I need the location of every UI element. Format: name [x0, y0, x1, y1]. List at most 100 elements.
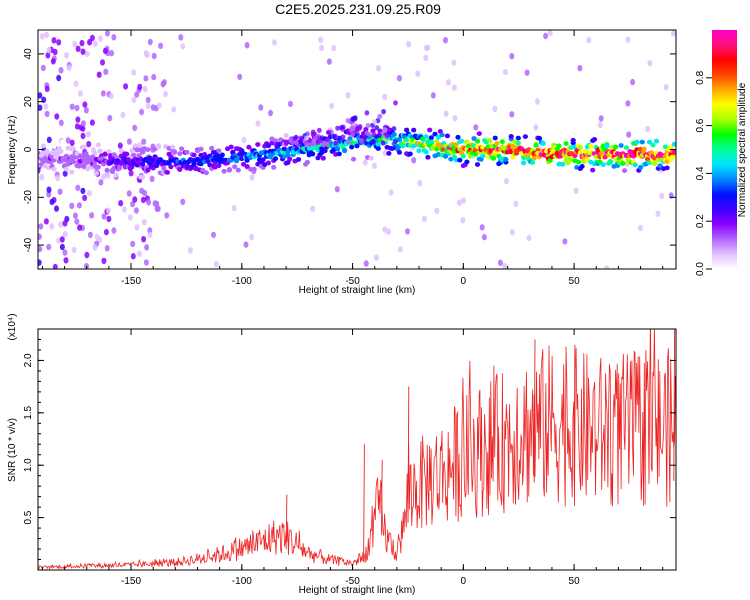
spectrogram-cell — [334, 146, 341, 152]
spectrogram-cell — [44, 148, 50, 154]
spectrogram-cell — [377, 114, 382, 120]
spectrogram-cell — [141, 218, 147, 226]
spectrogram-cell — [425, 44, 431, 52]
spectrogram-cell — [139, 108, 144, 116]
spectrogram-cell — [320, 155, 326, 161]
spectrogram-cell — [647, 60, 653, 67]
spectrogram-cell — [650, 142, 656, 148]
spectrogram-cell — [265, 143, 271, 149]
spectrogram-cell — [143, 259, 149, 266]
spectrogram-cell — [45, 52, 51, 59]
spectrogram-x-ticks: -150 -100 -50 0 50 — [41, 30, 664, 287]
spectrogram-cell — [105, 207, 111, 214]
spectrogram-cell — [310, 151, 316, 157]
spectrogram-cell — [52, 48, 58, 56]
spectrogram-cell — [57, 188, 63, 195]
spectrogram-cell — [411, 157, 417, 164]
spectrogram-cell — [329, 102, 335, 110]
spectrogram-cell — [87, 38, 93, 46]
spectrogram-x-tick-label: 0 — [461, 276, 467, 287]
spectrogram-cell — [370, 128, 376, 134]
spectrogram-cell — [131, 96, 137, 104]
spectrogram-cell — [451, 84, 457, 91]
spectrogram-cell — [584, 157, 591, 163]
spectrogram-cell — [533, 143, 539, 148]
spectrogram-y-tick-label: -40 — [23, 237, 34, 252]
snr-peak — [407, 386, 410, 523]
spectrogram-cell — [370, 139, 376, 145]
spectrogram-cell — [362, 159, 368, 166]
spectrogram-cell — [118, 148, 124, 154]
spectrogram-cell — [64, 52, 69, 59]
spectrogram-cell — [659, 192, 665, 200]
spectrogram-cell — [411, 127, 417, 133]
spectrogram-cell — [634, 139, 640, 145]
spectrogram-cell — [492, 105, 498, 113]
spectrogram-cell — [144, 244, 150, 251]
spectrogram-cell — [533, 124, 539, 131]
spectrogram-cell — [443, 153, 449, 159]
spectrogram-cell — [258, 104, 264, 111]
spectrogram-cell — [74, 104, 80, 112]
spectrogram-cell — [76, 202, 82, 209]
spectrogram-cell — [96, 71, 102, 78]
spectrogram-cell — [565, 160, 571, 166]
spectrogram-cell — [304, 135, 310, 141]
spectrogram-cell — [620, 161, 626, 166]
spectrogram-cell — [334, 186, 340, 193]
spectrogram-cell — [46, 136, 52, 143]
spectrogram-cell — [59, 236, 65, 243]
spectrogram-cell — [671, 141, 676, 147]
spectrogram-cell — [345, 92, 351, 99]
spectrogram-cell — [350, 131, 356, 137]
spectrogram-cell — [423, 134, 429, 140]
spectrogram-cell — [653, 138, 660, 144]
spectrogram-cell — [522, 134, 529, 140]
spectrogram-cell — [83, 107, 89, 114]
spectrogram-cell — [72, 212, 78, 219]
spectrogram-cell — [570, 137, 576, 143]
spectrogram-cell — [272, 39, 277, 46]
spectrogram-cell — [671, 149, 676, 155]
spectrogram-cell — [46, 243, 52, 251]
spectrogram-cell — [382, 127, 387, 133]
spectrogram-cell — [623, 145, 630, 151]
spectrogram-cell — [230, 149, 236, 155]
spectrogram-cell — [158, 42, 164, 49]
spectrogram-cell — [216, 148, 222, 154]
spectrogram-cell — [453, 142, 459, 147]
spectrogram-cell — [141, 236, 147, 243]
spectrogram-cell — [577, 145, 583, 150]
spectrogram-cell — [368, 155, 374, 161]
spectrogram-cell — [380, 140, 386, 146]
spectrogram-cell — [127, 214, 133, 221]
spectrogram-cell — [97, 35, 103, 42]
spectrogram-x-tick-label: -100 — [232, 276, 252, 287]
spectrogram-cell — [59, 243, 65, 251]
spectrogram-cell — [502, 262, 508, 269]
spectrogram-cell — [269, 140, 275, 146]
spectrogram-cell — [129, 148, 135, 154]
spectrogram-cell — [219, 152, 225, 158]
spectrogram-cell — [140, 196, 146, 204]
spectrogram-cell — [396, 75, 402, 82]
snr-x-tick-label: 50 — [569, 576, 581, 587]
spectrogram-cell — [400, 143, 406, 149]
spectrogram-cell — [121, 206, 127, 213]
spectrogram-cell — [180, 43, 186, 50]
spectrogram-cell — [103, 228, 109, 236]
spectrogram-cell — [104, 167, 110, 173]
spectrogram-cell — [118, 200, 124, 207]
spectrogram-cell — [434, 207, 440, 214]
snr-y-tick: 2.0 — [23, 353, 676, 367]
snr-y-tick-label: 1.5 — [23, 405, 34, 419]
spectrogram-cell — [417, 180, 423, 187]
spectrogram-cell — [497, 259, 503, 266]
spectrogram-cell — [531, 155, 537, 161]
spectrogram-cell — [637, 224, 643, 231]
colorbar-tick-label: 0.0 — [695, 262, 706, 276]
spectrogram-cell — [77, 224, 83, 231]
spectrogram-cell — [473, 124, 479, 131]
spectrogram-cell — [310, 205, 316, 212]
spectrogram-cell — [332, 133, 337, 139]
